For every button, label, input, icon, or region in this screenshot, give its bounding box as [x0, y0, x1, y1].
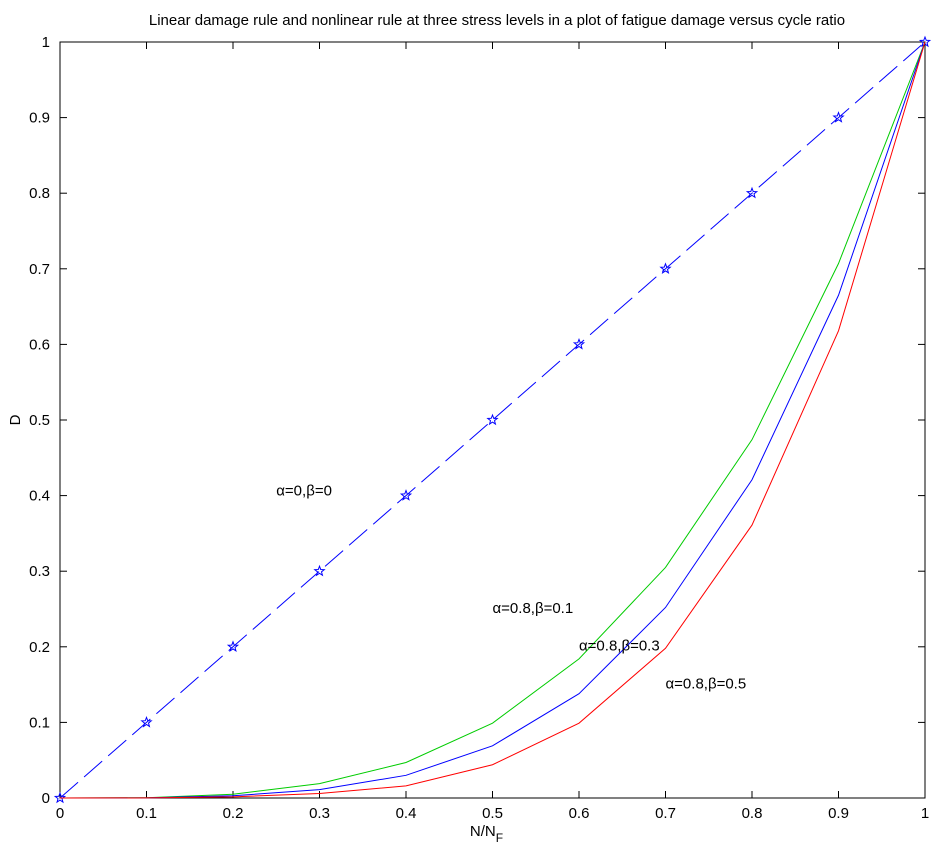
series-4	[59, 41, 926, 799]
y-tick-label: 0.2	[29, 639, 50, 656]
x-tick-label: 0.5	[482, 805, 503, 822]
x-axis-label-subscript: F	[496, 831, 503, 845]
series-line	[59, 41, 926, 799]
y-tick-label: 0.9	[29, 110, 50, 127]
chart-title: Linear damage rule and nonlinear rule at…	[149, 12, 845, 29]
data-point-marker	[313, 564, 326, 577]
x-tick-label: 0.4	[396, 805, 417, 822]
series-annotation: α=0.8,β=0.5	[666, 675, 747, 692]
x-tick-label: 1	[921, 805, 929, 822]
y-tick-label: 0.5	[29, 412, 50, 429]
x-tick-label: 0.8	[742, 805, 763, 822]
series-annotation: α=0.8,β=0.3	[579, 638, 660, 655]
x-tick-label: 0.7	[655, 805, 676, 822]
data-point-marker	[659, 262, 672, 275]
y-tick-label: 0	[42, 790, 50, 807]
y-tick-label: 0.1	[29, 714, 50, 731]
y-tick-label: 0.7	[29, 261, 50, 278]
y-tick-label: 1	[42, 34, 50, 51]
data-point-marker	[140, 715, 153, 728]
y-tick-label: 0.3	[29, 563, 50, 580]
series-line	[59, 41, 926, 799]
series-1	[53, 35, 932, 804]
y-axis-label: D	[7, 414, 24, 425]
series-2	[59, 41, 926, 799]
y-tick-label: 0.6	[29, 336, 50, 353]
axis-ticks: 0 0.1 0.2 0.3 0.4 0.5 0.6 0.7 0.8 0.9 1 0 0.1 0.2 0.3 0…	[29, 34, 929, 822]
data-point-marker	[572, 337, 586, 350]
data-point-marker	[226, 640, 240, 653]
data-point-marker	[745, 186, 759, 199]
x-tick-label: 0.9	[828, 805, 849, 822]
x-tick-label: 0	[56, 805, 64, 822]
x-tick-label: 0.1	[136, 805, 157, 822]
data-point-marker	[486, 413, 499, 426]
x-axis-label-main: N/N	[470, 823, 496, 840]
series-line	[59, 41, 926, 799]
data-point-marker	[832, 111, 845, 123]
x-tick-label: 0.3	[309, 805, 330, 822]
x-axis-label: N/NF	[470, 823, 503, 845]
annotation-group: α=0,β=0 α=0.8,β=0.1 α=0.8,β=0.3 α=0.8,β=0.5	[276, 483, 746, 693]
series-3	[59, 41, 926, 799]
series-group	[53, 35, 932, 804]
data-point-marker	[918, 35, 932, 48]
series-annotation: α=0.8,β=0.1	[493, 600, 574, 617]
x-tick-label: 0.2	[223, 805, 244, 822]
y-tick-label: 0.4	[29, 488, 50, 505]
series-annotation: α=0,β=0	[276, 483, 332, 500]
data-point-marker	[399, 489, 413, 501]
data-point-marker	[53, 791, 67, 804]
y-tick-label: 0.8	[29, 185, 50, 202]
x-tick-label: 0.6	[569, 805, 590, 822]
